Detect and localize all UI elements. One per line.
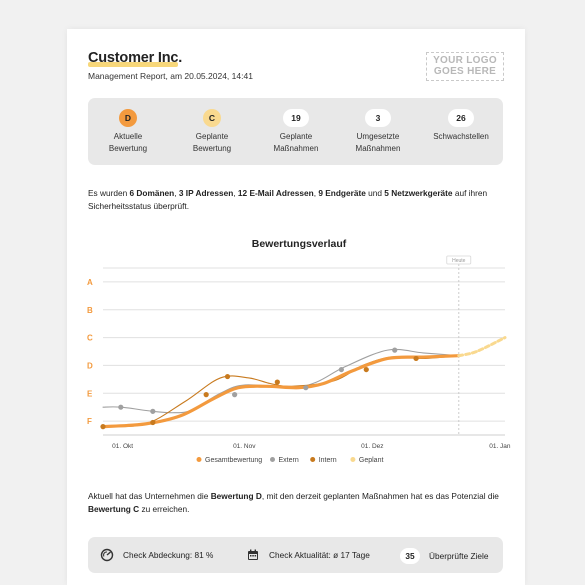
- checked-targets: 35 Überprüfte Ziele: [400, 548, 489, 564]
- x-tick-label: 01. Jan: [489, 443, 511, 450]
- today-label-box: [446, 255, 472, 265]
- data-point-intern: [203, 392, 209, 398]
- x-tick-label: 01. Dez: [361, 443, 383, 450]
- intro-paragraph: Es wurden 6 Domänen, 3 IP Adressen, 12 E…: [88, 188, 488, 211]
- implemented-measures-count: 3: [365, 109, 391, 127]
- legend-marker: [310, 457, 316, 462]
- y-tick-label: C: [87, 334, 93, 343]
- checked-targets-count: 35: [400, 548, 420, 564]
- series-line-gesamtbewertung: [101, 354, 461, 429]
- stats-panel: D Aktuelle Bewertung C Geplante Bewertung …: [88, 98, 503, 165]
- stat-current-rating: D Aktuelle Bewertung: [88, 108, 168, 155]
- y-tick-label: A: [87, 278, 93, 287]
- x-tick-label: 01. Nov: [233, 443, 256, 450]
- data-point-extern: [232, 392, 238, 398]
- y-tick-label: E: [87, 389, 93, 398]
- data-point-extern: [118, 404, 124, 410]
- gauge-icon: [100, 548, 114, 562]
- check-summary-bar: Check Abdeckung: 81 % Check Aktualität: …: [88, 537, 503, 573]
- legend-label: Geplant: [359, 457, 384, 464]
- title-highlight: [88, 62, 178, 67]
- data-point-intern: [274, 379, 280, 385]
- data-point-intern: [224, 373, 231, 380]
- data-point-intern: [413, 355, 419, 362]
- planned-rating-badge: C: [203, 109, 221, 127]
- x-tick-label: 01. Okt: [112, 443, 133, 450]
- series-line-intern: [102, 355, 460, 428]
- data-point-extern: [303, 385, 309, 391]
- planned-measures-count: 19: [283, 109, 309, 127]
- current-rating-badge: D: [119, 109, 137, 127]
- check-actuality: Check Aktualität: ø 17 Tage: [246, 548, 370, 562]
- data-point-extern: [338, 366, 344, 373]
- legend-label: Intern: [319, 457, 337, 464]
- report-page: Customer Inc. Management Report, am 20.0…: [67, 29, 525, 585]
- legend-marker: [350, 457, 356, 462]
- page-title: Customer Inc.: [88, 50, 183, 66]
- series-line-extern: [102, 348, 460, 414]
- data-point-intern: [363, 366, 369, 373]
- check-coverage: Check Abdeckung: 81 %: [100, 548, 213, 562]
- data-point-extern: [392, 347, 398, 353]
- legend-label: Gesamtbewertung: [205, 457, 262, 464]
- legend-marker: [196, 457, 202, 462]
- stat-implemented-measures: 3 Umgesetzte Maßnahmen: [338, 108, 418, 155]
- y-tick-label: F: [87, 417, 92, 426]
- stat-planned-measures: 19 Geplante Maßnahmen: [256, 108, 336, 155]
- outro-paragraph: Aktuell hat das Unternehmen die Bewertun…: [88, 491, 499, 514]
- today-label: Heute: [452, 258, 466, 264]
- logo-placeholder: YOUR LOGO GOES HERE: [426, 52, 504, 81]
- vulnerabilities-count: 26: [448, 109, 474, 127]
- data-point-intern: [150, 419, 156, 426]
- calendar-icon: [248, 549, 258, 560]
- stat-vulnerabilities: 26 Schwachstellen: [421, 108, 501, 143]
- stat-planned-rating: C Geplante Bewertung: [172, 108, 252, 155]
- legend-marker: [270, 457, 275, 462]
- rating-history-chart: Bewertungsverlauf A B C D E F Heute 01. Okt 01. N…: [87, 238, 511, 464]
- y-tick-label: D: [87, 361, 93, 370]
- chart-title: Bewertungsverlauf: [252, 238, 347, 250]
- data-point-extern: [150, 408, 156, 414]
- report-subtitle: Management Report, am 20.05.2024, 14:41: [88, 71, 253, 81]
- series-line-geplant: [457, 336, 507, 358]
- y-tick-label: B: [87, 306, 93, 315]
- data-point-intern: [100, 424, 106, 430]
- legend-label: Extern: [279, 457, 299, 464]
